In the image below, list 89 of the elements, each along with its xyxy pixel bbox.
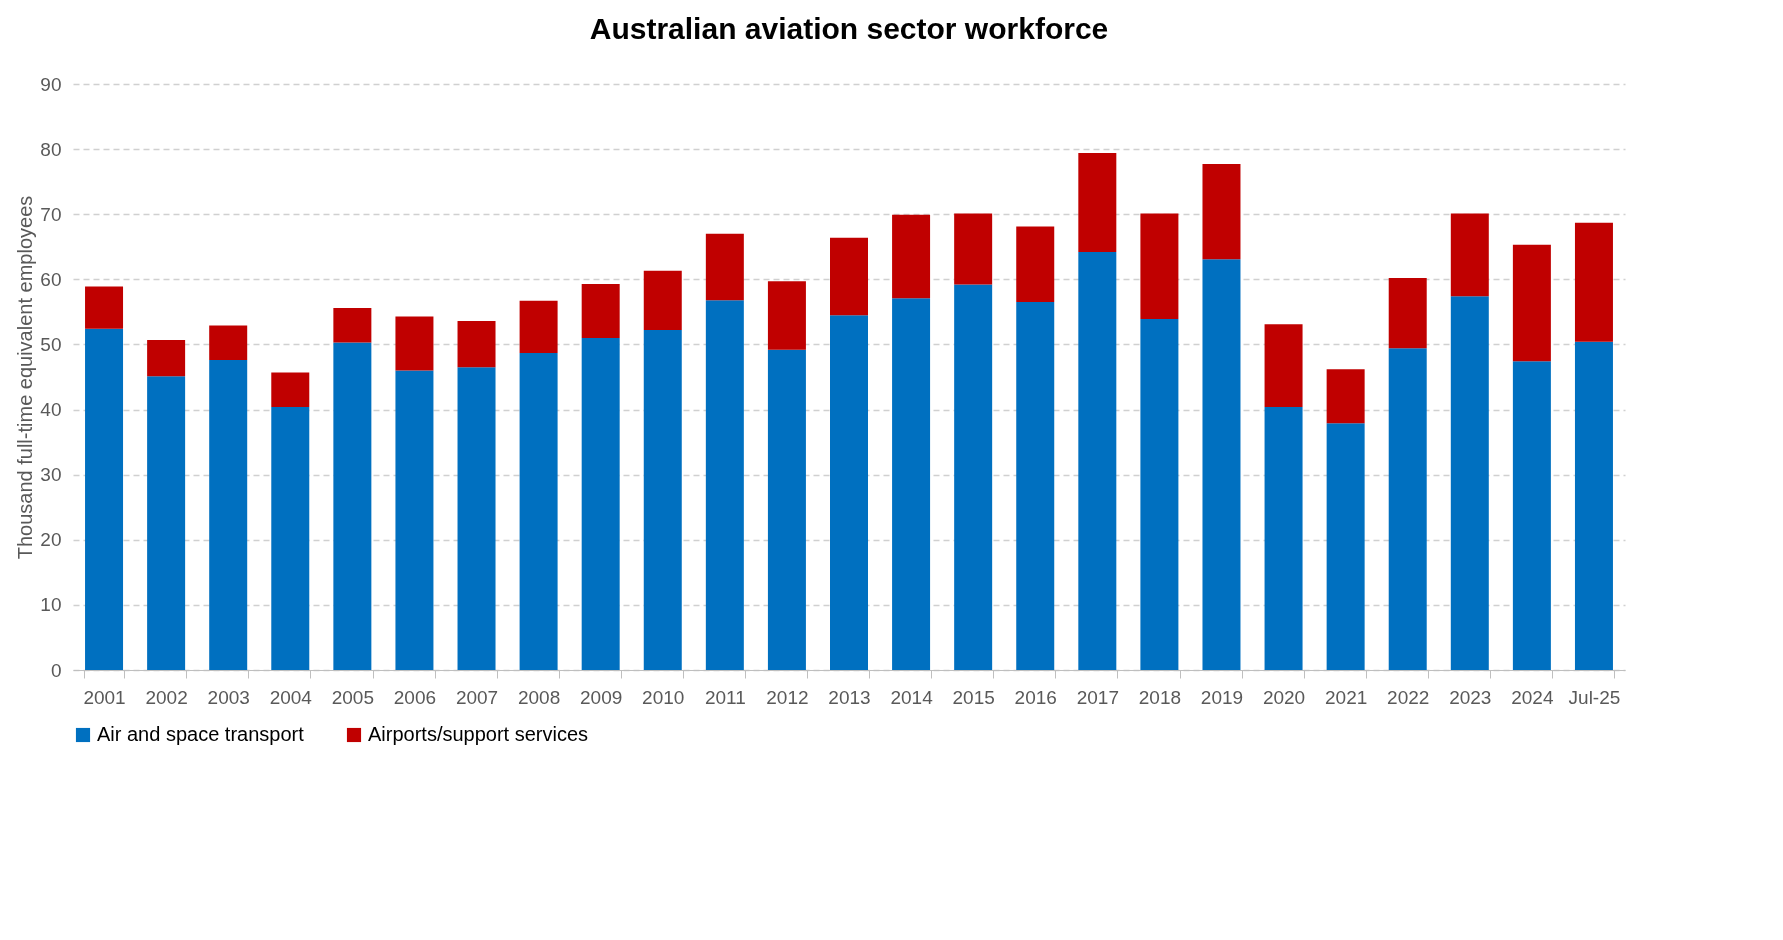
bar bbox=[830, 315, 868, 670]
bar bbox=[581, 283, 620, 338]
bar bbox=[581, 337, 620, 670]
bar bbox=[1388, 278, 1427, 349]
legend-label: Air and space transport bbox=[97, 723, 305, 745]
bar bbox=[767, 349, 806, 670]
x-tick-label: 2004 bbox=[269, 686, 313, 708]
bar bbox=[1016, 226, 1055, 303]
x-tick-label: 2014 bbox=[890, 686, 934, 708]
bar bbox=[1574, 222, 1613, 342]
bar bbox=[519, 352, 558, 670]
y-axis-title: Thousand full-time equivalent employees bbox=[14, 195, 37, 560]
bar bbox=[892, 298, 931, 670]
bar bbox=[1326, 423, 1365, 670]
bar bbox=[457, 321, 496, 368]
bar bbox=[209, 360, 248, 670]
y-tick-label: 80 bbox=[40, 138, 62, 160]
bar bbox=[1016, 302, 1055, 670]
x-tick-label: 2016 bbox=[1014, 686, 1057, 708]
bar bbox=[395, 316, 434, 371]
x-tick-label: 2024 bbox=[1511, 686, 1554, 708]
bar bbox=[954, 213, 993, 285]
bar bbox=[830, 237, 868, 316]
chart-title: Australian aviation sector workforce bbox=[589, 12, 1109, 45]
x-tick-label: 2005 bbox=[331, 686, 374, 708]
bar bbox=[1140, 319, 1179, 670]
y-tick-label: 30 bbox=[40, 464, 62, 486]
x-tick-label: 2003 bbox=[207, 686, 250, 708]
bar bbox=[395, 370, 434, 670]
bar bbox=[1202, 164, 1241, 260]
bar bbox=[767, 281, 806, 350]
x-tick-label: 2022 bbox=[1387, 686, 1430, 708]
y-tick-label: 90 bbox=[40, 73, 62, 95]
bar bbox=[954, 284, 993, 670]
x-tick-label: 2012 bbox=[766, 686, 809, 708]
bar bbox=[892, 214, 931, 299]
x-tick-label: 2006 bbox=[393, 686, 437, 708]
x-tick-label: 2002 bbox=[145, 686, 188, 708]
bar bbox=[1140, 213, 1179, 320]
bar bbox=[1326, 369, 1365, 424]
bar bbox=[1078, 251, 1117, 670]
bar bbox=[333, 307, 372, 343]
bar bbox=[1450, 213, 1489, 297]
x-tick-label: 2017 bbox=[1076, 686, 1119, 708]
bar bbox=[1574, 341, 1613, 670]
bar bbox=[85, 286, 124, 329]
x-tick-label: 2019 bbox=[1200, 686, 1244, 708]
y-tick-label: 50 bbox=[40, 333, 62, 355]
y-tick-label: 10 bbox=[40, 594, 62, 616]
bar bbox=[1450, 296, 1489, 670]
bar bbox=[519, 300, 558, 353]
bar bbox=[85, 328, 124, 670]
y-tick-label: 60 bbox=[40, 268, 62, 290]
bar bbox=[643, 270, 682, 331]
bar bbox=[147, 376, 186, 670]
y-tick-label: 0 bbox=[50, 659, 62, 681]
bar bbox=[333, 342, 372, 670]
x-tick-label: 2023 bbox=[1449, 686, 1492, 708]
bar bbox=[705, 300, 744, 670]
legend-label: Airports/support services bbox=[368, 723, 589, 745]
x-tick-label: 2015 bbox=[952, 686, 995, 708]
bar bbox=[1264, 406, 1303, 670]
bar bbox=[271, 406, 310, 670]
x-tick-label: 2020 bbox=[1262, 686, 1306, 708]
bar bbox=[643, 330, 682, 670]
x-tick-label: 2009 bbox=[580, 686, 623, 708]
x-tick-label: 2013 bbox=[828, 686, 871, 708]
bar bbox=[1078, 153, 1117, 252]
bar bbox=[457, 367, 496, 670]
bar bbox=[1388, 348, 1427, 670]
x-tick-label: Jul-25 bbox=[1568, 686, 1621, 708]
bar bbox=[1202, 259, 1241, 670]
bar bbox=[1264, 324, 1303, 407]
bar bbox=[271, 372, 310, 407]
bar bbox=[705, 233, 744, 301]
x-tick-label: 2007 bbox=[455, 686, 499, 708]
x-tick-label: 2021 bbox=[1325, 686, 1368, 708]
bar bbox=[147, 339, 186, 377]
y-tick-label: 20 bbox=[40, 529, 62, 551]
y-tick-label: 70 bbox=[40, 203, 62, 225]
bar bbox=[1512, 361, 1551, 670]
bar bbox=[1512, 244, 1551, 362]
x-tick-label: 2011 bbox=[704, 686, 746, 708]
x-tick-label: 2010 bbox=[642, 686, 685, 708]
x-tick-label: 2018 bbox=[1138, 686, 1182, 708]
x-tick-label: 2008 bbox=[517, 686, 561, 708]
y-tick-label: 40 bbox=[40, 399, 62, 421]
bar bbox=[209, 325, 248, 361]
x-tick-label: 2001 bbox=[83, 686, 126, 708]
